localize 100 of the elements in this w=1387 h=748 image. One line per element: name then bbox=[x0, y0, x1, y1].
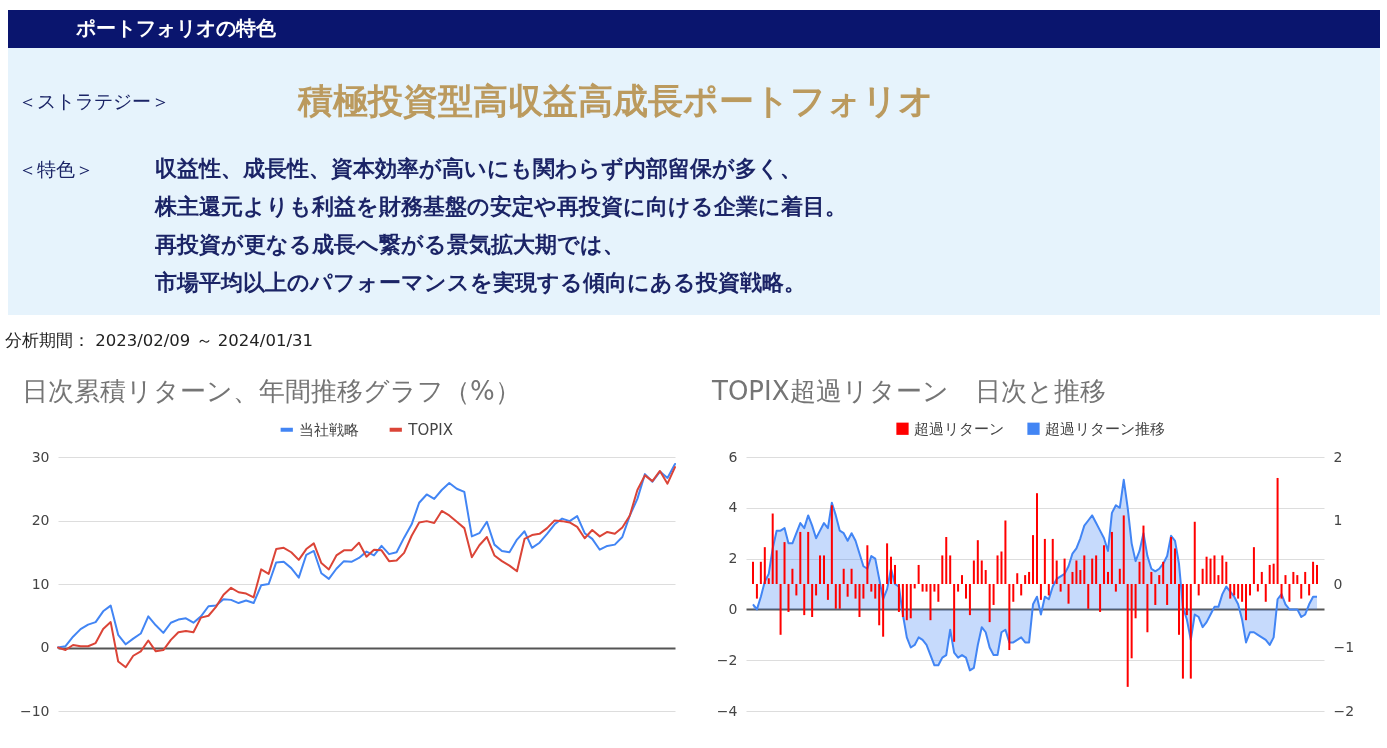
bar bbox=[799, 531, 802, 584]
bar bbox=[1103, 545, 1106, 584]
bar bbox=[811, 584, 814, 618]
bar bbox=[1039, 584, 1042, 600]
bar bbox=[807, 531, 810, 584]
bar bbox=[842, 568, 845, 584]
bar bbox=[1174, 548, 1177, 584]
bar bbox=[980, 560, 983, 584]
bar bbox=[897, 584, 900, 612]
bar bbox=[759, 561, 762, 584]
bar bbox=[1205, 556, 1208, 584]
bar bbox=[1016, 573, 1019, 584]
bar bbox=[1229, 584, 1232, 599]
bar bbox=[1162, 561, 1165, 584]
bar bbox=[886, 543, 889, 584]
bar bbox=[1075, 560, 1078, 584]
bar bbox=[957, 584, 960, 592]
bar bbox=[1276, 477, 1279, 584]
bar bbox=[1241, 584, 1244, 602]
bar bbox=[1114, 584, 1117, 592]
bar bbox=[945, 537, 948, 584]
bar bbox=[1288, 584, 1291, 602]
bar bbox=[1079, 570, 1082, 584]
bar bbox=[1252, 547, 1255, 584]
bar bbox=[1110, 531, 1113, 584]
y2-tick-label: −2 bbox=[1333, 702, 1355, 719]
bar bbox=[1268, 564, 1271, 584]
bar bbox=[1087, 584, 1090, 609]
bar bbox=[1181, 584, 1184, 679]
bar bbox=[972, 560, 975, 584]
bar bbox=[933, 584, 936, 592]
bar bbox=[1150, 571, 1153, 584]
bar bbox=[996, 555, 999, 584]
bar bbox=[984, 570, 987, 584]
bar bbox=[1201, 568, 1204, 584]
bar bbox=[1043, 538, 1046, 584]
bar bbox=[1233, 584, 1236, 596]
bar bbox=[1177, 584, 1180, 635]
bar bbox=[1284, 575, 1287, 584]
bar bbox=[795, 584, 798, 596]
bar bbox=[890, 556, 893, 584]
bar bbox=[755, 584, 758, 599]
legend-label: TOPIX bbox=[407, 420, 453, 439]
bar bbox=[1142, 525, 1145, 584]
bar bbox=[1213, 555, 1216, 584]
y-tick-label: −2 bbox=[716, 651, 738, 668]
bar bbox=[1004, 520, 1007, 584]
bar bbox=[834, 584, 837, 609]
bar bbox=[1106, 571, 1109, 584]
bar bbox=[1055, 560, 1058, 584]
text: ＜ストラテジー＞ bbox=[18, 90, 170, 112]
bar bbox=[1035, 493, 1038, 584]
bar bbox=[1197, 584, 1200, 596]
bar bbox=[949, 555, 952, 584]
bar bbox=[1217, 575, 1220, 584]
bar bbox=[1126, 584, 1129, 687]
bar bbox=[988, 584, 991, 623]
text: ＜特色＞ bbox=[18, 158, 94, 180]
chart-title: TOPIX超過リターン 日次と推移 bbox=[711, 376, 1106, 406]
bar bbox=[862, 584, 865, 599]
bar bbox=[1185, 584, 1188, 616]
bar bbox=[1051, 538, 1054, 584]
y-tick-label: −4 bbox=[716, 702, 738, 719]
chart-title: 日次累積リターン、年間推移グラフ（%） bbox=[22, 376, 521, 406]
text: 再投資が更なる成長へ繋がる景気拡大期では、 bbox=[154, 232, 625, 257]
bar bbox=[1225, 561, 1228, 584]
bar bbox=[838, 584, 841, 609]
bar bbox=[1158, 575, 1161, 584]
y-tick-label: 10 bbox=[31, 575, 50, 592]
bar bbox=[1304, 571, 1307, 584]
bar bbox=[976, 540, 979, 584]
bar bbox=[1237, 584, 1240, 599]
bar bbox=[767, 578, 770, 584]
text: 分析期間： 2023/02/09 ～ 2024/01/31 bbox=[5, 331, 313, 350]
bar bbox=[830, 505, 833, 584]
bar bbox=[1260, 571, 1263, 584]
y-tick-label: 0 bbox=[728, 600, 738, 617]
bar bbox=[791, 568, 794, 584]
bar bbox=[941, 555, 944, 584]
bar bbox=[1134, 584, 1137, 619]
bar bbox=[771, 513, 774, 584]
y-tick-label: −10 bbox=[19, 702, 50, 719]
bar bbox=[953, 584, 956, 642]
y2-tick-label: −1 bbox=[1333, 639, 1355, 655]
y2-tick-label: 0 bbox=[1333, 575, 1343, 592]
bar bbox=[779, 584, 782, 635]
bar bbox=[1118, 568, 1121, 584]
bar bbox=[1245, 584, 1248, 621]
bar bbox=[751, 561, 754, 584]
bar bbox=[1170, 537, 1173, 584]
y2-tick-label: 1 bbox=[1333, 512, 1343, 528]
bar bbox=[1221, 555, 1224, 584]
bar bbox=[1272, 563, 1275, 584]
text: 収益性、成長性、資本効率が高いにも関わらず内部留保が多く、 bbox=[155, 156, 802, 182]
bar bbox=[1083, 555, 1086, 584]
bar bbox=[893, 564, 896, 584]
bar bbox=[909, 584, 912, 619]
bar bbox=[1146, 584, 1149, 633]
y-tick-label: 20 bbox=[31, 512, 50, 528]
bar bbox=[815, 584, 818, 596]
